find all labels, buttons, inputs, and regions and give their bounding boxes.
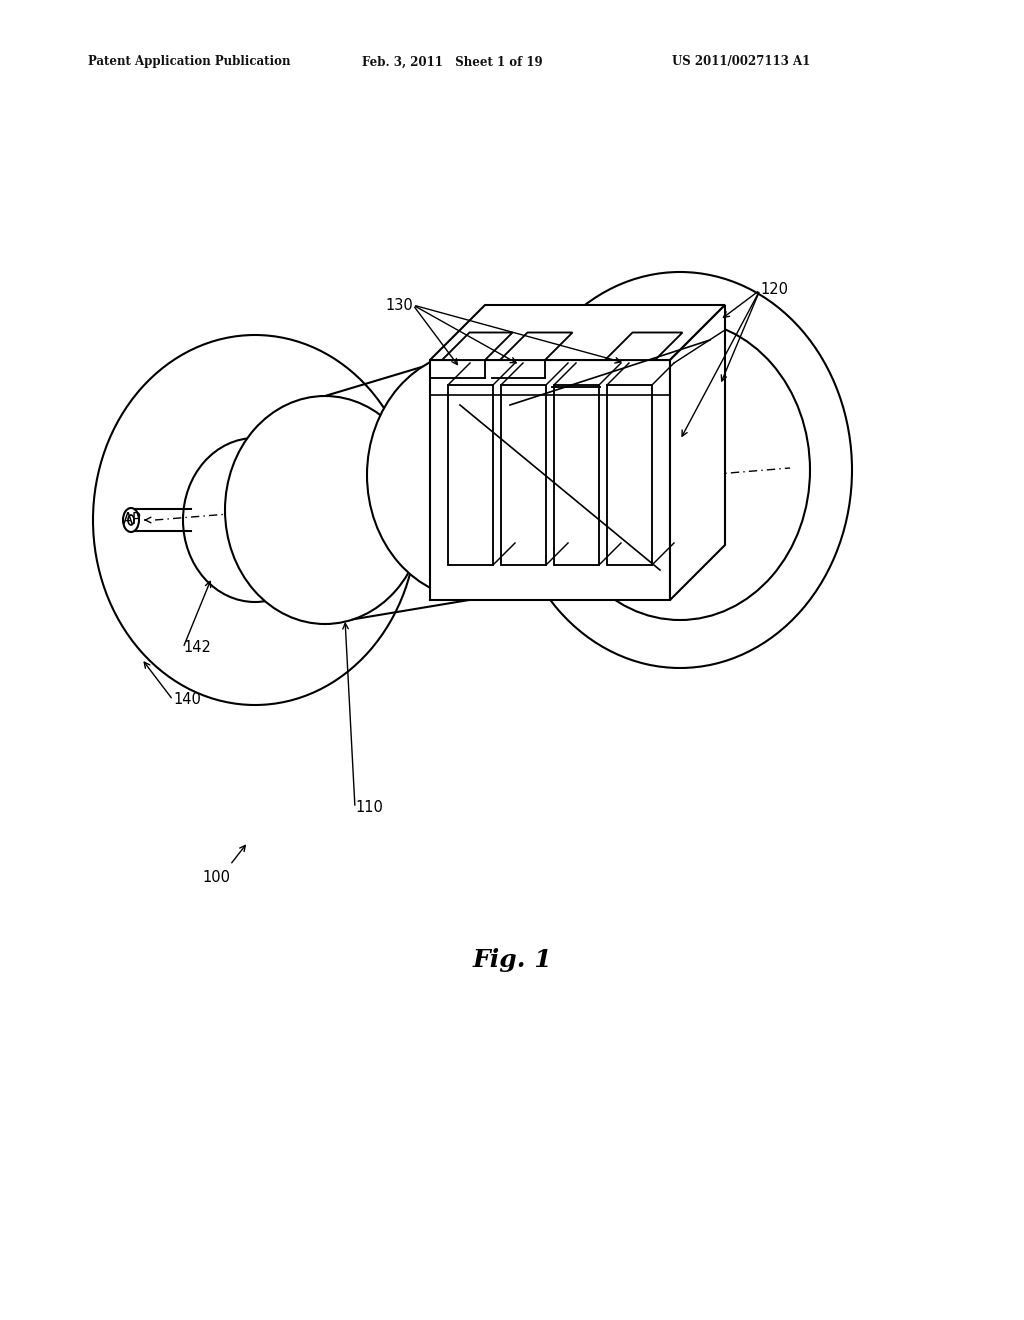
Ellipse shape <box>93 335 417 705</box>
Text: 110: 110 <box>355 800 383 816</box>
Ellipse shape <box>508 272 852 668</box>
Polygon shape <box>670 305 725 601</box>
Polygon shape <box>442 333 512 360</box>
Text: 130: 130 <box>385 297 413 313</box>
Polygon shape <box>449 385 493 565</box>
Text: AP: AP <box>123 512 142 528</box>
Ellipse shape <box>183 438 327 602</box>
Ellipse shape <box>367 351 583 599</box>
Polygon shape <box>554 385 599 565</box>
Ellipse shape <box>550 319 810 620</box>
Text: 140: 140 <box>173 693 201 708</box>
Polygon shape <box>607 385 652 565</box>
Polygon shape <box>501 385 546 565</box>
Polygon shape <box>430 305 725 360</box>
Text: Feb. 3, 2011   Sheet 1 of 19: Feb. 3, 2011 Sheet 1 of 19 <box>362 55 543 69</box>
Text: Patent Application Publication: Patent Application Publication <box>88 55 291 69</box>
Ellipse shape <box>123 508 139 532</box>
Polygon shape <box>430 360 670 601</box>
Ellipse shape <box>225 396 425 624</box>
Text: 142: 142 <box>183 640 211 656</box>
Text: US 2011/0027113 A1: US 2011/0027113 A1 <box>672 55 810 69</box>
Text: Fig. 1: Fig. 1 <box>472 948 552 972</box>
Text: 120: 120 <box>760 282 788 297</box>
Text: 100: 100 <box>202 870 230 886</box>
Ellipse shape <box>128 515 134 525</box>
Polygon shape <box>500 333 572 360</box>
Polygon shape <box>605 333 683 360</box>
